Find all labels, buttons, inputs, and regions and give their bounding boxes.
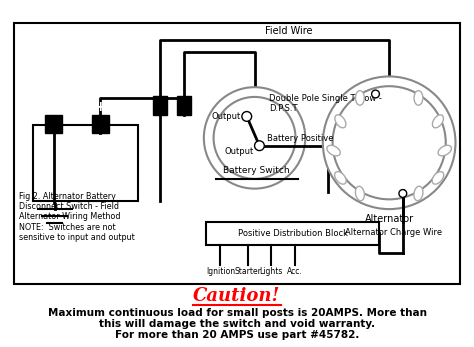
Text: Caution!: Caution! [193, 287, 281, 305]
Text: −: − [48, 100, 59, 113]
Text: Battery Switch: Battery Switch [223, 166, 290, 175]
Bar [45, 116, 63, 133]
Text: For more than 20 AMPS use part #45782.: For more than 20 AMPS use part #45782. [115, 330, 359, 340]
Circle shape [372, 90, 379, 98]
Text: Lights: Lights [259, 266, 283, 276]
Bar [91, 116, 109, 133]
Bar [14, 23, 460, 284]
Ellipse shape [414, 91, 423, 105]
Text: +: + [95, 100, 106, 113]
Bar [153, 96, 167, 116]
Ellipse shape [414, 186, 423, 201]
Ellipse shape [335, 115, 346, 128]
Text: Fig 2. Alternator Battery
Disconnect Switch - Field
Alternator Wiring Method
NOT: Fig 2. Alternator Battery Disconnect Swi… [19, 192, 135, 242]
Ellipse shape [432, 115, 444, 128]
Bar [177, 96, 191, 116]
Ellipse shape [438, 145, 451, 156]
Text: Starter: Starter [234, 266, 261, 276]
Circle shape [323, 76, 456, 209]
Text: Field Wire: Field Wire [265, 26, 312, 36]
Ellipse shape [356, 91, 365, 105]
Circle shape [255, 141, 264, 151]
Text: Output: Output [224, 147, 254, 156]
Circle shape [399, 189, 407, 197]
Text: Alternator Charge Wire: Alternator Charge Wire [346, 228, 443, 237]
Ellipse shape [432, 172, 444, 184]
Text: this will damage the switch and void warranty.: this will damage the switch and void war… [99, 319, 375, 329]
Circle shape [333, 86, 446, 199]
Text: Output: Output [212, 112, 241, 121]
Text: Positive Distribution Block: Positive Distribution Block [237, 229, 347, 238]
Bar [206, 222, 379, 245]
Circle shape [242, 112, 252, 121]
Text: Battery Positive: Battery Positive [267, 134, 334, 143]
Text: Ignition: Ignition [206, 266, 235, 276]
Ellipse shape [327, 145, 340, 156]
Text: Double Pole Single Throw -
D.P.S.T: Double Pole Single Throw - D.P.S.T [269, 94, 382, 113]
Circle shape [214, 97, 295, 179]
Text: Maximum continuous load for small posts is 20AMPS. More than: Maximum continuous load for small posts … [47, 308, 427, 319]
Text: Acc.: Acc. [287, 266, 302, 276]
Circle shape [204, 87, 305, 189]
Ellipse shape [356, 186, 365, 201]
Bar [33, 125, 138, 201]
Ellipse shape [335, 172, 346, 184]
Text: Alternator: Alternator [365, 214, 414, 224]
